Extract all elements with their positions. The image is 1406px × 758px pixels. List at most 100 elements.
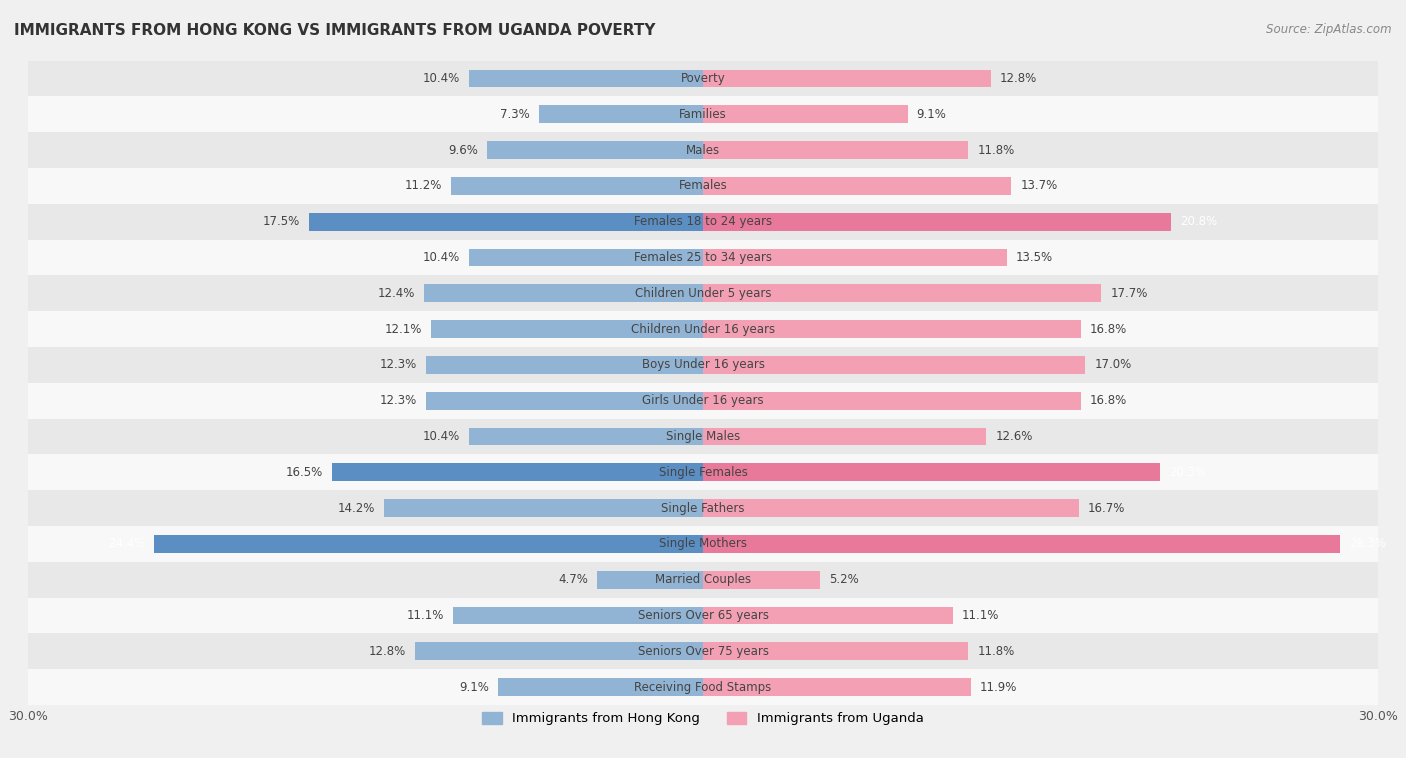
Bar (426, 392, 703, 409)
Bar (28, 562, 1378, 597)
Bar (28, 526, 1378, 562)
Text: 11.8%: 11.8% (977, 645, 1015, 658)
Bar (470, 70, 703, 87)
Bar (384, 499, 703, 517)
Text: 24.4%: 24.4% (108, 537, 145, 550)
Bar (703, 284, 1101, 302)
Bar (703, 642, 969, 660)
Text: Females 25 to 34 years: Females 25 to 34 years (634, 251, 772, 264)
Bar (28, 132, 1378, 168)
Bar (28, 634, 1378, 669)
Text: 10.4%: 10.4% (423, 251, 460, 264)
Text: 7.3%: 7.3% (501, 108, 530, 121)
Bar (703, 70, 991, 87)
Text: 11.8%: 11.8% (977, 143, 1015, 157)
Text: Females: Females (679, 180, 727, 193)
Bar (703, 606, 953, 625)
Text: Children Under 5 years: Children Under 5 years (634, 287, 772, 300)
Text: 16.8%: 16.8% (1090, 323, 1128, 336)
Bar (28, 275, 1378, 312)
Text: 12.8%: 12.8% (1000, 72, 1038, 85)
Text: 11.2%: 11.2% (405, 180, 441, 193)
Text: Females 18 to 24 years: Females 18 to 24 years (634, 215, 772, 228)
Bar (470, 428, 703, 446)
Bar (703, 105, 908, 124)
Bar (703, 213, 1171, 230)
Text: 20.3%: 20.3% (1168, 465, 1206, 479)
Bar (155, 535, 703, 553)
Bar (415, 642, 703, 660)
Text: 28.3%: 28.3% (1348, 537, 1386, 550)
Bar (28, 204, 1378, 240)
Text: 16.8%: 16.8% (1090, 394, 1128, 407)
Text: 16.5%: 16.5% (285, 465, 323, 479)
Text: Married Couples: Married Couples (655, 573, 751, 586)
Bar (28, 454, 1378, 490)
Text: 9.1%: 9.1% (917, 108, 946, 121)
Text: Seniors Over 65 years: Seniors Over 65 years (637, 609, 769, 622)
Text: Single Mothers: Single Mothers (659, 537, 747, 550)
Bar (703, 535, 1340, 553)
Text: 12.3%: 12.3% (380, 359, 418, 371)
Text: Males: Males (686, 143, 720, 157)
Bar (28, 96, 1378, 132)
Bar (28, 418, 1378, 454)
Text: Children Under 16 years: Children Under 16 years (631, 323, 775, 336)
Text: Source: ZipAtlas.com: Source: ZipAtlas.com (1267, 23, 1392, 36)
Bar (703, 141, 969, 159)
Bar (538, 105, 703, 124)
Bar (703, 678, 970, 696)
Text: 13.5%: 13.5% (1015, 251, 1053, 264)
Text: 16.7%: 16.7% (1088, 502, 1125, 515)
Bar (28, 347, 1378, 383)
Text: 11.1%: 11.1% (962, 609, 1000, 622)
Text: Receiving Food Stamps: Receiving Food Stamps (634, 681, 772, 694)
Bar (703, 463, 1160, 481)
Text: 11.1%: 11.1% (406, 609, 444, 622)
Text: 14.2%: 14.2% (337, 502, 374, 515)
Bar (703, 320, 1081, 338)
Text: 12.4%: 12.4% (378, 287, 415, 300)
Text: 13.7%: 13.7% (1021, 180, 1057, 193)
Legend: Immigrants from Hong Kong, Immigrants from Uganda: Immigrants from Hong Kong, Immigrants fr… (477, 706, 929, 731)
Text: 17.0%: 17.0% (1094, 359, 1132, 371)
Text: Families: Families (679, 108, 727, 121)
Bar (332, 463, 703, 481)
Bar (703, 177, 1011, 195)
Bar (28, 312, 1378, 347)
Bar (598, 571, 703, 589)
Text: 12.3%: 12.3% (380, 394, 418, 407)
Text: 20.8%: 20.8% (1180, 215, 1218, 228)
Bar (451, 177, 703, 195)
Text: 9.6%: 9.6% (449, 143, 478, 157)
Bar (703, 392, 1081, 409)
Bar (28, 490, 1378, 526)
Text: 11.9%: 11.9% (980, 681, 1017, 694)
Text: 12.1%: 12.1% (384, 323, 422, 336)
Bar (453, 606, 703, 625)
Text: 4.7%: 4.7% (558, 573, 588, 586)
Text: 17.5%: 17.5% (263, 215, 301, 228)
Bar (703, 499, 1078, 517)
Text: Seniors Over 75 years: Seniors Over 75 years (637, 645, 769, 658)
Bar (703, 249, 1007, 267)
Text: Single Males: Single Males (666, 430, 740, 443)
Bar (425, 284, 703, 302)
Bar (426, 356, 703, 374)
Text: 9.1%: 9.1% (460, 681, 489, 694)
Bar (703, 428, 987, 446)
Text: 10.4%: 10.4% (423, 430, 460, 443)
Bar (28, 168, 1378, 204)
Bar (28, 383, 1378, 418)
Bar (703, 356, 1085, 374)
Bar (28, 669, 1378, 705)
Text: 10.4%: 10.4% (423, 72, 460, 85)
Text: Single Females: Single Females (658, 465, 748, 479)
Bar (309, 213, 703, 230)
Text: Single Fathers: Single Fathers (661, 502, 745, 515)
Text: Girls Under 16 years: Girls Under 16 years (643, 394, 763, 407)
Bar (498, 678, 703, 696)
Text: Poverty: Poverty (681, 72, 725, 85)
Text: 5.2%: 5.2% (830, 573, 859, 586)
Bar (28, 61, 1378, 96)
